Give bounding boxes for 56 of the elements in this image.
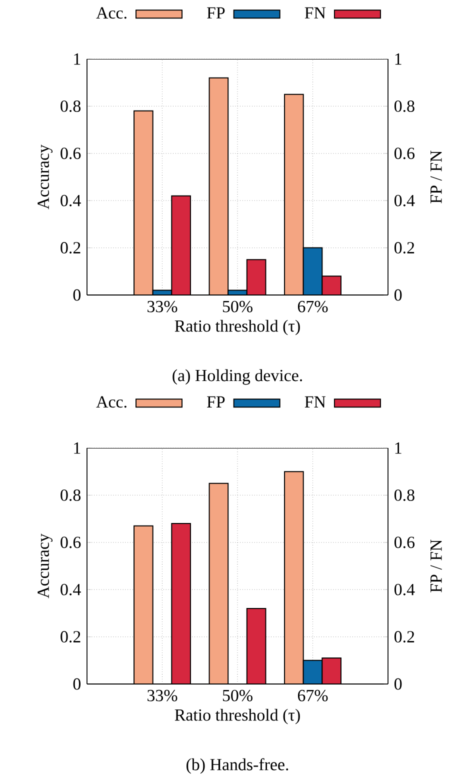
y2-tick-label: 0 [394, 289, 402, 301]
bar [172, 196, 190, 296]
y2-tick-label: 1 [395, 442, 402, 454]
y-tick-label: 0.2 [60, 631, 80, 643]
bar [322, 658, 342, 684]
x-axis-title: Ratio threshold (τ) [174, 320, 300, 336]
bar [246, 260, 266, 296]
bar [246, 608, 266, 684]
bar [209, 78, 228, 296]
legend-label: FP [206, 396, 225, 408]
bar [284, 471, 304, 684]
y2-tick-label: 0.4 [394, 584, 415, 596]
legend-label: FP [206, 7, 225, 18]
bar [209, 483, 228, 684]
y-axis-title: Accuracy [38, 534, 52, 598]
text: (a) Holding device. [172, 369, 302, 385]
y2-tick-label: 0.6 [394, 148, 415, 160]
y2-tick-label: 0 [394, 678, 402, 690]
y-tick-label: 0.4 [60, 194, 81, 206]
bar [134, 526, 153, 684]
legend-label: FN [304, 396, 326, 408]
y2-tick-label: 0.4 [394, 194, 415, 206]
y2-tick-label: 1 [395, 53, 402, 65]
legend-label: Acc. [96, 396, 126, 408]
bar [284, 94, 304, 296]
y-tick-label: 0 [73, 678, 81, 690]
x-tick-label: 50% [222, 300, 252, 312]
y2-tick-label: 0.2 [394, 242, 414, 254]
y-tick-label: 1 [74, 53, 80, 65]
y-axis-title: Accuracy [38, 144, 52, 210]
x-tick-label: 33% [148, 690, 178, 702]
y2-axis-title: FP / FN [430, 540, 442, 592]
x-axis-title: Ratio threshold (τ) [174, 708, 300, 724]
legend-label: Acc. [96, 7, 126, 19]
x-tick-label: 33% [148, 300, 178, 312]
x-tick-label: 67% [298, 690, 328, 702]
bar [322, 276, 342, 296]
y-tick-label: 0.6 [60, 536, 81, 548]
y-tick-label: 1 [74, 442, 80, 454]
legend-label: FN [304, 7, 326, 18]
y-tick-label: 0 [73, 289, 81, 301]
y2-tick-label: 0.8 [394, 100, 414, 112]
y2-tick-label: 0.8 [394, 489, 414, 501]
y-tick-label: 0.8 [60, 100, 81, 112]
text: (b) Hands-free. [186, 758, 288, 774]
x-tick-label: 50% [222, 690, 252, 702]
x-tick-label: 67% [298, 300, 328, 312]
y-tick-label: 0.2 [60, 242, 80, 254]
y2-axis-title: FP / FN [430, 150, 442, 204]
y2-tick-label: 0.2 [394, 631, 414, 643]
y2-tick-label: 0.6 [394, 536, 415, 548]
bar [172, 524, 190, 684]
y-tick-label: 0.6 [60, 148, 81, 160]
bar [134, 110, 153, 296]
y-tick-label: 0.8 [60, 489, 81, 501]
y-tick-label: 0.4 [60, 584, 81, 596]
